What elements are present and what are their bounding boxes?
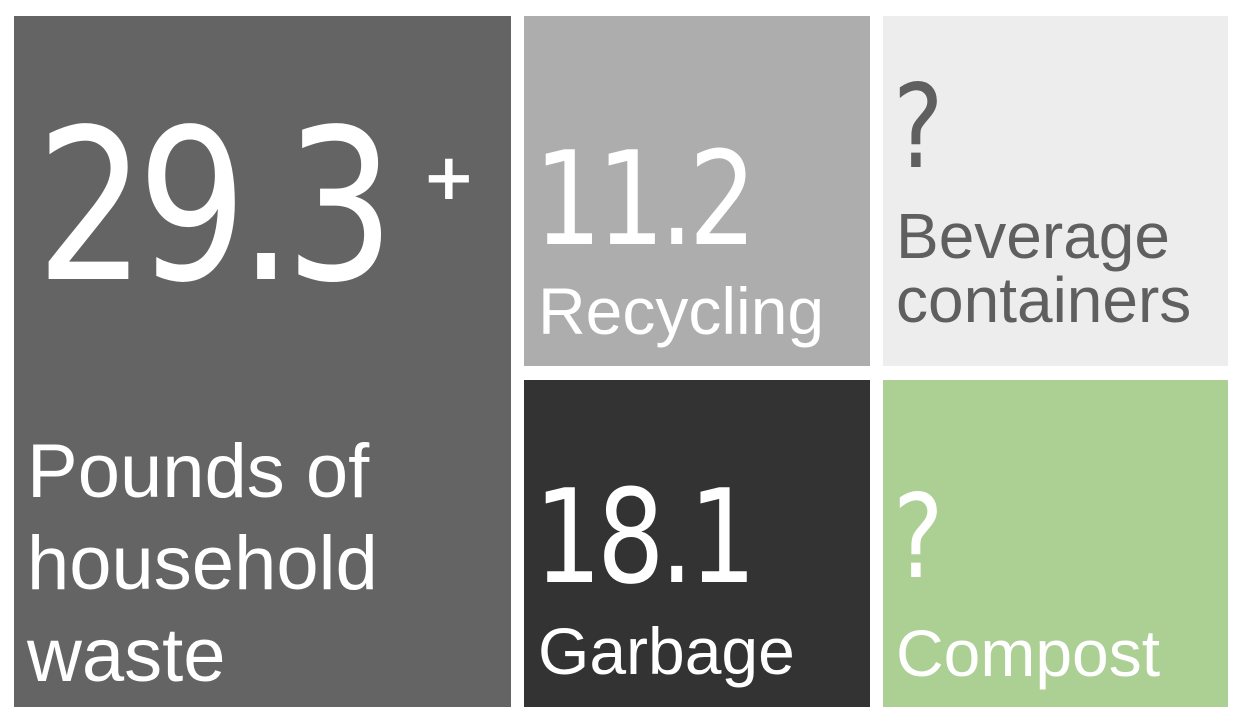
- garbage-label: Garbage: [538, 614, 795, 688]
- beverage-containers-label: Beverage containers: [896, 200, 1192, 336]
- total-waste-label: Pounds of household waste: [27, 429, 378, 698]
- recycling-tile: 11.2 Recycling: [524, 16, 870, 366]
- recycling-label: Recycling: [538, 274, 825, 348]
- total-waste-plus-sign: +: [422, 141, 476, 215]
- compost-tile: ? Compost: [883, 380, 1228, 707]
- beverage-containers-tile: ? Beverage containers: [883, 16, 1228, 366]
- recycling-value: 11.2: [534, 123, 757, 275]
- compost-value: ?: [893, 470, 944, 605]
- beverage-containers-value: ?: [893, 60, 944, 195]
- compost-label: Compost: [896, 616, 1161, 690]
- garbage-tile: 18.1 Garbage: [524, 380, 870, 707]
- total-waste-tile: 29.3 + Pounds of household waste: [14, 16, 511, 707]
- total-waste-value: 29.3: [36, 84, 395, 329]
- garbage-value: 18.1: [534, 461, 757, 613]
